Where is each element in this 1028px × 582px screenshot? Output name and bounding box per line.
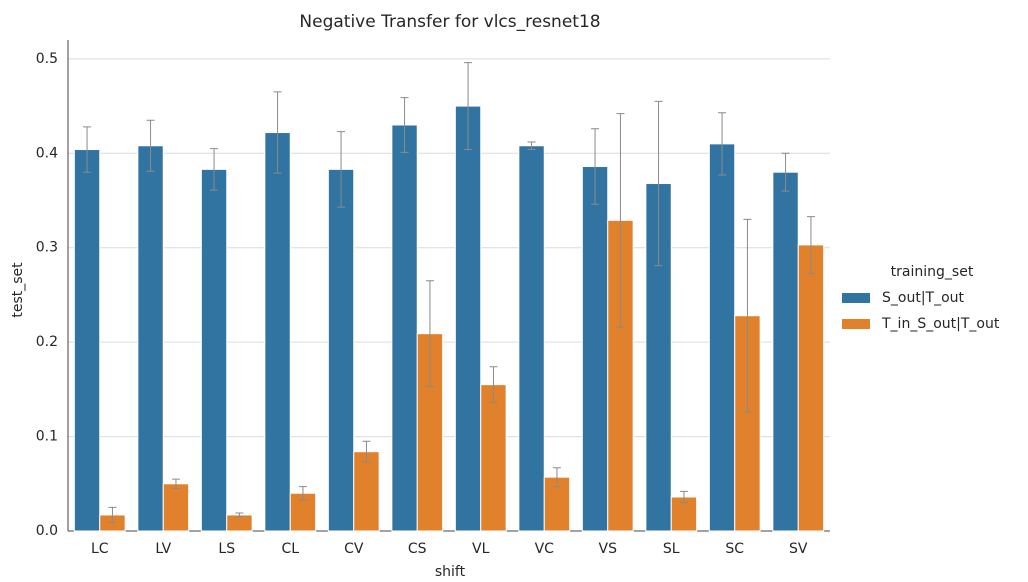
- error-bar: [464, 62, 473, 151]
- x-tick-label: LS: [218, 541, 235, 557]
- error-bar: [108, 506, 117, 524]
- x-tick-label: LC: [91, 541, 109, 557]
- x-tick-label: CV: [344, 541, 364, 557]
- legend-swatch: [842, 319, 870, 329]
- chart-title: Negative Transfer for vlcs_resnet18: [299, 12, 600, 32]
- x-tick-label: CL: [281, 541, 299, 557]
- error-bar: [235, 512, 244, 518]
- legend-swatch: [842, 293, 870, 303]
- x-tick-label: VL: [472, 541, 490, 557]
- error-bar: [781, 152, 790, 192]
- error-bar: [489, 366, 498, 404]
- error-bar: [425, 280, 434, 388]
- legend-label: S_out|T_out: [882, 290, 965, 306]
- bar: [708, 143, 736, 532]
- bar: [772, 171, 799, 532]
- y-axis-label: test_set: [10, 262, 26, 318]
- error-bar: [210, 148, 219, 191]
- error-bar: [400, 97, 409, 153]
- error-bar: [337, 131, 346, 208]
- error-bar: [616, 113, 625, 328]
- error-bar: [654, 100, 663, 267]
- bar: [200, 168, 228, 532]
- error-bar: [146, 119, 155, 172]
- y-tick-label: 0.1: [36, 429, 58, 445]
- bar: [353, 451, 380, 532]
- legend-label: T_in_S_out|T_out: [881, 316, 1000, 332]
- bar: [797, 244, 825, 532]
- bar: [480, 384, 507, 532]
- bar: [581, 166, 609, 532]
- error-bar: [679, 490, 688, 504]
- error-bar: [171, 478, 180, 490]
- error-bar: [83, 126, 92, 173]
- error-bar: [552, 467, 561, 488]
- y-tick-label: 0.2: [36, 334, 58, 350]
- x-tick-label: VC: [535, 541, 555, 557]
- bar: [226, 514, 253, 532]
- x-tick-label: SL: [663, 541, 680, 557]
- bar: [264, 132, 291, 532]
- error-bar: [298, 486, 307, 501]
- error-bar: [591, 128, 600, 205]
- x-axis-label: shift: [435, 564, 466, 580]
- x-tick-label: LV: [155, 541, 171, 557]
- bar: [162, 483, 190, 532]
- legend-title: training_set: [891, 264, 974, 280]
- y-tick-label: 0.5: [36, 51, 58, 67]
- bar: [137, 145, 164, 532]
- error-bar: [362, 440, 371, 463]
- error-bar: [527, 141, 536, 151]
- bar: [73, 149, 101, 532]
- error-bar: [743, 218, 752, 413]
- y-tick-label: 0.4: [36, 145, 58, 161]
- error-bar: [806, 216, 815, 274]
- error-bar: [273, 91, 282, 174]
- y-tick-label: 0.3: [36, 240, 58, 256]
- bar: [391, 124, 418, 532]
- bar: [518, 145, 545, 532]
- error-bar: [718, 112, 727, 176]
- x-tick-label: SC: [725, 541, 744, 557]
- x-tick-label: SV: [789, 541, 808, 557]
- x-tick-label: VS: [599, 541, 618, 557]
- x-tick-label: CS: [408, 541, 427, 557]
- y-tick-label: 0.0: [36, 523, 58, 539]
- bar: [327, 168, 355, 532]
- bar: [454, 105, 482, 532]
